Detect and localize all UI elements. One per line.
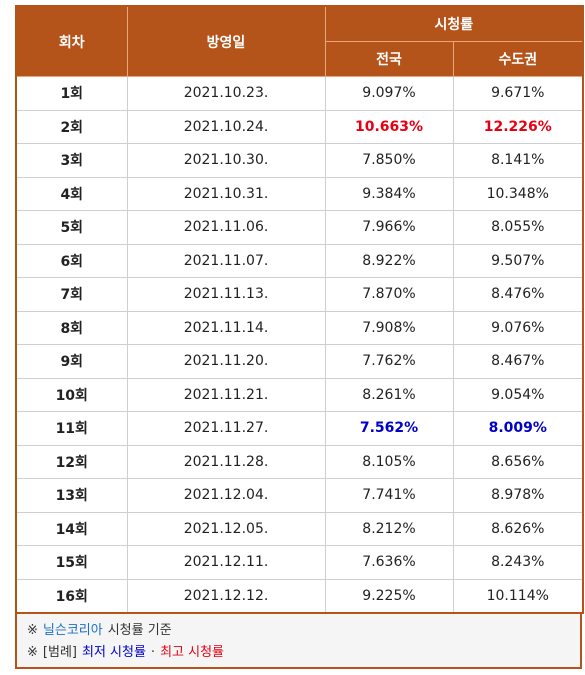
table-row: 10회 2021.11.21. 8.261% 9.054% [15, 377, 584, 412]
table-row: 3회 2021.10.30. 7.850% 8.141% [15, 143, 584, 178]
rating-cell: 7.636% [324, 545, 454, 580]
rating-cell: 12.226% [452, 109, 584, 144]
episode-cell: 12회 [15, 444, 128, 479]
rating-cell: 8.978% [452, 478, 584, 513]
table-row: 1회 2021.10.23. 9.097% 9.671% [15, 76, 584, 111]
date-cell: 2021.11.06. [126, 210, 326, 245]
rating-cell: 9.671% [452, 76, 584, 111]
header-cell: 전국 [324, 41, 454, 77]
rating-cell: 8.055% [452, 210, 584, 245]
table-row: 13회 2021.12.04. 7.741% 8.978% [15, 478, 584, 513]
table-row: 4회 2021.10.31. 9.384% 10.348% [15, 176, 584, 211]
rating-cell: 8.922% [324, 243, 454, 278]
footer-text: 최고 시청률 [160, 645, 224, 660]
date-cell: 2021.12.04. [126, 478, 326, 513]
date-cell: 2021.12.05. [126, 511, 326, 546]
ratings-table: 회차 방영일 시청률 전국 수도권 1회 2021.10.23. 9.097% 9.6… [15, 5, 585, 614]
date-cell: 2021.10.24. [126, 109, 326, 144]
footer-text: 시청률 기준 [107, 623, 172, 638]
footer: ※ 닐슨코리아 시청률 기준 ※ [범례] 최저 시청률 · 최고 시청률 [15, 614, 582, 669]
date-cell: 2021.10.31. [126, 176, 326, 211]
date-cell: 2021.10.30. [126, 143, 326, 178]
rating-cell: 9.076% [452, 310, 584, 345]
header-cell: 시청률 [324, 5, 584, 42]
rating-cell: 7.908% [324, 310, 454, 345]
table-row: 7회 2021.11.13. 7.870% 8.476% [15, 277, 584, 312]
footer-text: 닐슨코리아 [42, 623, 103, 638]
table-row: 9회 2021.11.20. 7.762% 8.467% [15, 344, 584, 379]
table-row: 8회 2021.11.14. 7.908% 9.076% [15, 310, 584, 345]
rating-cell: 8.656% [452, 444, 584, 479]
footer-text: ※ [27, 645, 38, 660]
rating-cell: 10.348% [452, 176, 584, 211]
episode-cell: 14회 [15, 511, 128, 546]
rating-cell: 9.225% [324, 578, 454, 614]
rating-cell: 8.243% [452, 545, 584, 580]
episode-cell: 10회 [15, 377, 128, 412]
episode-cell: 11회 [15, 411, 128, 446]
episode-cell: 1회 [15, 76, 128, 111]
rating-cell: 8.105% [324, 444, 454, 479]
footer-text: 최저 시청률 [81, 645, 146, 660]
header-cell: 회차 [15, 5, 128, 77]
footer-text: · [150, 645, 156, 660]
date-cell: 2021.11.13. [126, 277, 326, 312]
table-row: 12회 2021.11.28. 8.105% 8.656% [15, 444, 584, 479]
rating-cell: 10.114% [452, 578, 584, 614]
rating-cell: 7.562% [324, 411, 454, 446]
episode-cell: 8회 [15, 310, 128, 345]
date-cell: 2021.11.21. [126, 377, 326, 412]
header-cell: 수도권 [452, 41, 584, 77]
date-cell: 2021.12.12. [126, 578, 326, 614]
header-cell: 방영일 [126, 5, 326, 77]
rating-cell: 9.507% [452, 243, 584, 278]
footer-text: [범례] [42, 645, 77, 660]
table-row: 14회 2021.12.05. 8.212% 8.626% [15, 511, 584, 546]
rating-cell: 7.762% [324, 344, 454, 379]
table-row: 15회 2021.12.11. 7.636% 8.243% [15, 545, 584, 580]
ratings-table-wrap: 회차 방영일 시청률 전국 수도권 1회 2021.10.23. 9.097% 9.6… [15, 5, 585, 669]
episode-cell: 6회 [15, 243, 128, 278]
footer-text: ※ [27, 623, 38, 638]
rating-cell: 9.097% [324, 76, 454, 111]
date-cell: 2021.11.20. [126, 344, 326, 379]
episode-cell: 2회 [15, 109, 128, 144]
rating-cell: 10.663% [324, 109, 454, 144]
rating-cell: 9.384% [324, 176, 454, 211]
rating-cell: 7.870% [324, 277, 454, 312]
episode-cell: 5회 [15, 210, 128, 245]
rating-cell: 8.212% [324, 511, 454, 546]
date-cell: 2021.12.11. [126, 545, 326, 580]
episode-cell: 15회 [15, 545, 128, 580]
date-cell: 2021.11.14. [126, 310, 326, 345]
date-cell: 2021.11.28. [126, 444, 326, 479]
rating-cell: 7.741% [324, 478, 454, 513]
episode-cell: 3회 [15, 143, 128, 178]
table-row: 16회 2021.12.12. 9.225% 10.114% [15, 578, 584, 614]
episode-cell: 4회 [15, 176, 128, 211]
rating-cell: 9.054% [452, 377, 584, 412]
episode-cell: 16회 [15, 578, 128, 614]
footer-line: ※ 닐슨코리아 시청률 기준 [27, 620, 570, 642]
rating-cell: 8.141% [452, 143, 584, 178]
rating-cell: 8.626% [452, 511, 584, 546]
rating-cell: 8.467% [452, 344, 584, 379]
rating-cell: 8.476% [452, 277, 584, 312]
rating-cell: 7.850% [324, 143, 454, 178]
rating-cell: 8.261% [324, 377, 454, 412]
rating-cell: 8.009% [452, 411, 584, 446]
footer-line: ※ [범례] 최저 시청률 · 최고 시청률 [27, 642, 570, 664]
date-cell: 2021.11.07. [126, 243, 326, 278]
date-cell: 2021.11.27. [126, 411, 326, 446]
rating-cell: 7.966% [324, 210, 454, 245]
episode-cell: 7회 [15, 277, 128, 312]
table-row: 2회 2021.10.24. 10.663% 12.226% [15, 109, 584, 144]
episode-cell: 13회 [15, 478, 128, 513]
date-cell: 2021.10.23. [126, 76, 326, 111]
table-row: 5회 2021.11.06. 7.966% 8.055% [15, 210, 584, 245]
table-row: 6회 2021.11.07. 8.922% 9.507% [15, 243, 584, 278]
table-row: 11회 2021.11.27. 7.562% 8.009% [15, 411, 584, 446]
episode-cell: 9회 [15, 344, 128, 379]
